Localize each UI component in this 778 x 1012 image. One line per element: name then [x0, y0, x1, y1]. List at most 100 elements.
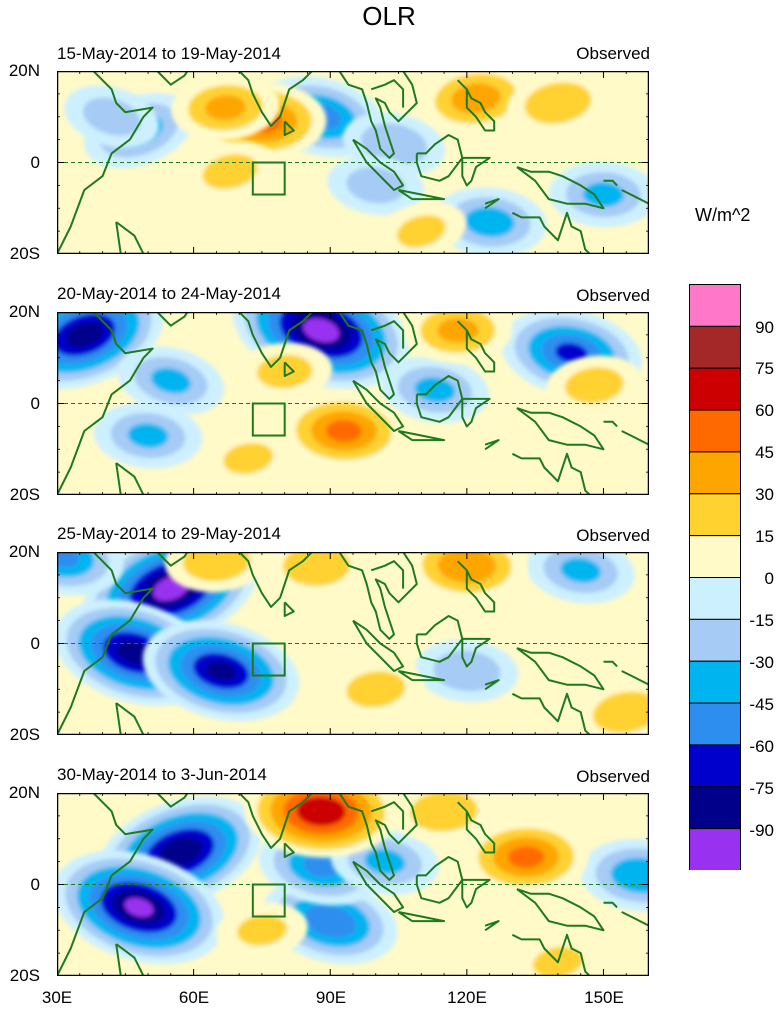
- colorbar-swatch: [689, 535, 741, 578]
- anomaly-contour-band: [296, 796, 346, 826]
- anomaly-contour-band: [303, 318, 340, 343]
- coastlines: [57, 793, 649, 976]
- anomaly-cell: [406, 552, 527, 602]
- panel-4-ytick-20s: 20S: [9, 966, 40, 985]
- panel-2-label: Observed: [576, 286, 650, 305]
- anomaly-contour-band: [57, 552, 80, 568]
- coastline: [352, 138, 405, 191]
- coastline: [283, 842, 295, 858]
- coastline: [338, 793, 418, 881]
- coastline: [603, 901, 618, 909]
- coastline: [456, 560, 496, 613]
- coastline: [352, 379, 405, 432]
- coastline: [283, 120, 295, 136]
- colorbar-label: 45: [755, 443, 774, 462]
- coastline: [516, 647, 605, 691]
- coastline: [603, 420, 618, 428]
- panel-2-period: 20-May-2014 to 24-May-2014: [57, 284, 281, 303]
- colorbar-label: -90: [749, 821, 774, 840]
- anomaly-cell: [327, 155, 425, 216]
- coastline: [461, 878, 491, 909]
- xtick-60e: 60E: [178, 988, 210, 1007]
- coastline: [237, 793, 314, 849]
- coastline: [338, 71, 418, 159]
- coastline: [397, 189, 446, 201]
- anomaly-cell: [93, 402, 203, 469]
- anomaly-contour-band: [304, 904, 356, 938]
- coastline: [115, 462, 145, 495]
- anomaly-cell: [419, 71, 533, 134]
- anomaly-contour-band: [410, 793, 478, 832]
- anomaly-cell: [463, 819, 589, 895]
- coastline: [603, 660, 618, 668]
- coastline: [352, 619, 405, 672]
- anomaly-contour-band: [182, 552, 250, 582]
- panel-3-ytick-20n: 20N: [8, 542, 40, 561]
- anomaly-cell: [376, 201, 467, 254]
- colorbar-swatch: [689, 367, 741, 411]
- colorbar-label: -15: [749, 611, 774, 630]
- colorbar-swatch: [689, 828, 741, 870]
- anomaly-contour-band: [560, 557, 601, 583]
- olr-map-panel-2: [57, 312, 649, 495]
- anomaly-contour-band: [127, 423, 169, 448]
- coastline: [338, 552, 418, 640]
- coastline: [511, 692, 591, 735]
- coastlines: [57, 71, 649, 254]
- anomaly-cell: [432, 187, 547, 254]
- coastline: [516, 407, 605, 451]
- panel-2-ytick-20n: 20N: [8, 302, 40, 321]
- anomaly-cell: [415, 639, 519, 703]
- colorbar-swatch: [689, 325, 741, 369]
- coastline: [156, 71, 189, 86]
- study-region-box: [251, 642, 286, 677]
- coastline: [484, 920, 500, 932]
- coastline: [283, 361, 295, 377]
- anomaly-contour-band: [157, 837, 203, 868]
- anomaly-contour-band: [437, 552, 496, 584]
- panel-3-ytick-0: 0: [30, 634, 40, 653]
- anomaly-cell: [64, 85, 160, 149]
- anomaly-cell: [244, 793, 398, 858]
- anomaly-cell: [506, 71, 609, 135]
- colorbar-units: W/m^2: [695, 205, 751, 225]
- coastline: [370, 801, 405, 830]
- anomaly-contour-band: [82, 97, 141, 136]
- anomaly-contour-band: [437, 318, 479, 343]
- coastline: [338, 312, 418, 400]
- panel-3-ytick-20s: 20S: [9, 725, 40, 744]
- olr-map-panel-4: [57, 793, 649, 976]
- coastline: [115, 702, 145, 735]
- coastline: [57, 552, 154, 735]
- panel-1-ytick-20s: 20S: [9, 244, 40, 263]
- colorbar-swatch: [689, 744, 741, 788]
- anomaly-cell: [265, 552, 369, 597]
- colorbar-swatch: [689, 409, 741, 453]
- colorbar-label: 15: [755, 527, 774, 546]
- study-region-box: [251, 883, 286, 918]
- coastline: [397, 430, 446, 442]
- coastline: [397, 670, 446, 682]
- xtick-120e: 120E: [447, 988, 487, 1007]
- colorbar-swatch: [689, 577, 741, 620]
- xtick-30e: 30E: [41, 988, 73, 1007]
- anomaly-contour-band: [508, 846, 544, 868]
- coastlines: [57, 552, 649, 735]
- panel-1-period: 15-May-2014 to 19-May-2014: [57, 44, 281, 63]
- study-region-box: [251, 161, 286, 196]
- anomaly-contour-band: [124, 897, 154, 917]
- coastline: [461, 397, 491, 428]
- coastline: [621, 430, 649, 446]
- coastline: [456, 320, 496, 373]
- anomaly-contour-band: [433, 650, 501, 692]
- coastlines: [57, 312, 649, 495]
- anomaly-contour-band: [396, 215, 446, 248]
- colorbar-label: 90: [755, 318, 774, 337]
- coastline: [461, 637, 491, 668]
- coastline: [621, 189, 649, 205]
- coastline: [352, 860, 405, 913]
- anomaly-cell: [575, 680, 649, 735]
- anomaly-contour-band: [524, 82, 592, 124]
- anomaly-contour-band: [205, 95, 246, 120]
- coastline: [237, 552, 314, 608]
